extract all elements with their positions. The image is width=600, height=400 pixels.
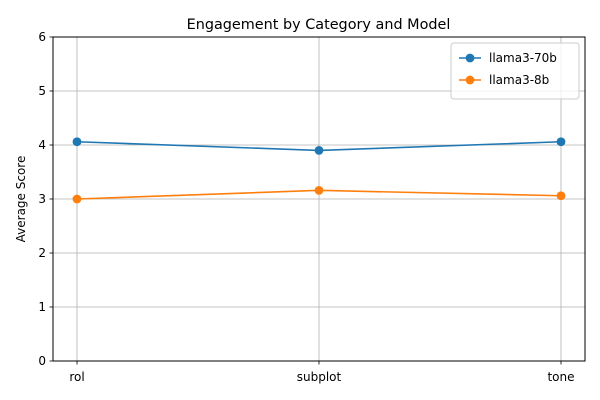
y-axis-label: Average Score bbox=[14, 156, 28, 243]
data-point bbox=[314, 185, 324, 195]
data-point bbox=[72, 137, 82, 147]
chart-title: Engagement by Category and Model bbox=[187, 17, 451, 33]
plot-frame bbox=[52, 36, 586, 362]
x-tick-label: tone bbox=[547, 370, 574, 384]
y-tick-label: 0 bbox=[38, 354, 46, 368]
data-point bbox=[72, 194, 82, 204]
legend-entry: llama3-8b bbox=[459, 73, 549, 87]
x-tick-label: rol bbox=[69, 370, 84, 384]
y-tick-label: 4 bbox=[38, 138, 46, 152]
legend-label: llama3-70b bbox=[489, 51, 557, 65]
y-tick-label: 6 bbox=[38, 30, 46, 44]
series bbox=[72, 137, 566, 204]
legend-label: llama3-8b bbox=[489, 73, 549, 87]
legend-box bbox=[450, 42, 580, 100]
data-point bbox=[314, 146, 324, 155]
data-point bbox=[556, 191, 566, 201]
legend-marker bbox=[465, 75, 475, 85]
y-tick-label: 5 bbox=[38, 84, 46, 98]
legend-entry: llama3-70b bbox=[459, 51, 557, 65]
x-axis-ticks: rol subplot tone bbox=[69, 361, 575, 384]
y-axis-ticks: 0 1 2 3 4 5 6 bbox=[38, 30, 53, 368]
series-llama3-70b bbox=[72, 137, 566, 155]
series-llama3-8b bbox=[72, 185, 566, 204]
y-tick-label: 1 bbox=[38, 300, 46, 314]
legend: llama3-70b llama3-8b bbox=[450, 42, 580, 100]
data-point bbox=[556, 137, 566, 147]
y-tick-label: 3 bbox=[38, 192, 46, 206]
y-tick-label: 2 bbox=[38, 246, 46, 260]
x-tick-label: subplot bbox=[297, 370, 342, 384]
legend-marker bbox=[465, 53, 475, 63]
